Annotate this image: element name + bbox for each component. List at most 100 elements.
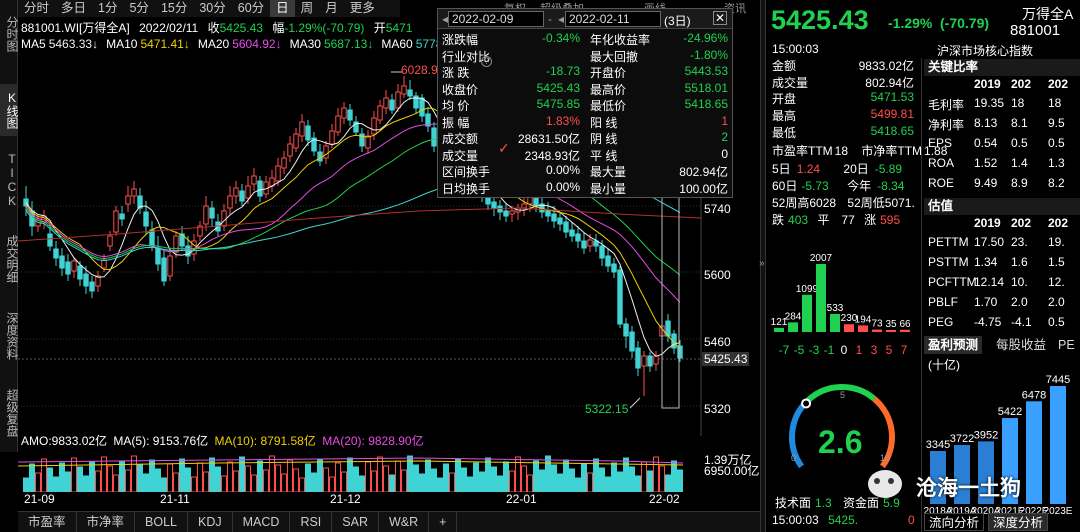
volume-bar (425, 459, 431, 492)
candle (161, 251, 167, 286)
period-5[interactable]: 30分 (199, 1, 226, 15)
period-6[interactable]: 60分 (237, 1, 265, 15)
ratiotable-year-0: 2019 (974, 77, 1001, 91)
tab-depth-analysis[interactable]: 深度分析 (988, 513, 1049, 531)
valtable-cell-4-1: -4.1 (1011, 315, 1032, 329)
forecast-bar-4 (1026, 401, 1042, 504)
bar-date: 2022/02/11 (139, 21, 199, 35)
period-10[interactable]: 更多 (349, 1, 375, 15)
dist-bar-5 (844, 324, 854, 332)
popup-label-3-a: 收盘价 (442, 82, 479, 97)
volume-bar (401, 469, 407, 492)
candle (413, 92, 419, 114)
volume-bar (155, 468, 161, 492)
candle (299, 114, 305, 142)
indicator-tab-2[interactable]: BOLL (135, 512, 188, 532)
candle (197, 221, 203, 241)
period-1[interactable]: 多日 (61, 1, 87, 15)
panel-splitter[interactable] (760, 0, 765, 532)
security-code: 881001.WI[万得全A] (21, 21, 130, 35)
ratiotable-label-0: 毛利率 (928, 98, 965, 112)
volume-bar (131, 455, 137, 492)
period-8[interactable]: 周 (300, 1, 314, 15)
ma-value-1: 5471.41↓ (140, 37, 190, 51)
volume-bar (623, 457, 629, 492)
to-date-dropdown-icon[interactable]: ◂ (558, 12, 565, 26)
volume-bar (473, 462, 479, 492)
vtab-trade-detail[interactable]: 成交明细 (5, 235, 19, 283)
dist-label-6: 194 (855, 314, 872, 325)
period-7[interactable]: 日 (270, 0, 295, 17)
candle (497, 200, 503, 220)
volume-bar (329, 476, 335, 492)
volume-bar (659, 465, 665, 492)
range-dash: - (548, 12, 552, 26)
volume-bar (263, 469, 269, 492)
indicator-tab-4[interactable]: MACD (233, 512, 291, 532)
tab-eps[interactable]: 每股收益 (996, 338, 1047, 352)
popup-value-8-a: 0.00% (545, 163, 580, 177)
vtab-kline[interactable]: K线图 (0, 84, 19, 136)
vtab-super-review[interactable]: 超级复盘 (5, 389, 19, 437)
from-date-input[interactable]: 2022-02-09 (448, 11, 544, 27)
vtab-tick[interactable]: TICK (5, 152, 19, 208)
indicator-tab-3[interactable]: KDJ (188, 512, 233, 532)
vol-ma10-line (18, 460, 683, 467)
volume-bar (305, 463, 311, 492)
vtab-timeshare[interactable]: 分时图 (5, 16, 19, 52)
vtab-depth-data[interactable]: 深度资料 (5, 312, 19, 360)
volume-bar (635, 475, 641, 492)
ratiotable-year-1: 202 (1011, 77, 1032, 91)
volume-bar (389, 474, 395, 492)
volume-bar (269, 455, 275, 492)
ratiotable-cell-4-1: 8.9 (1011, 176, 1028, 190)
volume-chart[interactable] (18, 450, 683, 492)
tech-value: 1.3 (815, 496, 832, 510)
valtable-cell-0-0: 17.50 (974, 235, 1005, 249)
popup-value-6-a: 28631.50亿 (517, 132, 580, 146)
popup-value-8-b: 802.94亿 (679, 165, 728, 179)
from-date-dropdown-icon[interactable]: ◂ (442, 12, 449, 26)
candle (581, 232, 587, 254)
kline-chart[interactable] (18, 36, 760, 436)
period-0[interactable]: 分时 (24, 1, 50, 15)
tab-earnings-forecast[interactable]: 盈利预测 (924, 336, 983, 354)
period-2[interactable]: 1分 (98, 1, 118, 15)
period-4[interactable]: 15分 (160, 1, 188, 15)
indicator-tab-7[interactable]: W&R (379, 512, 430, 532)
forecast-value-5: 7445 (1046, 374, 1070, 386)
help-icon[interactable]: ? (481, 56, 492, 67)
volume-bar (665, 474, 671, 492)
close-icon[interactable]: ✕ (713, 11, 727, 25)
volume-bar (641, 461, 647, 492)
period-3[interactable]: 5分 (129, 1, 149, 15)
splitter-arrow-icon[interactable]: » (759, 258, 765, 269)
dist-axis-4: 0 (841, 343, 848, 357)
vol-tick-mid: 6950.00亿 (704, 464, 760, 478)
volume-bar (419, 473, 425, 492)
d60-value: -5.73 (801, 179, 829, 193)
valtable-cell-0-2: 19. (1048, 235, 1065, 249)
volume-bar (107, 465, 113, 492)
popup-label-1-a: 行业对比 (442, 49, 491, 64)
indicator-tab-6[interactable]: SAR (332, 512, 379, 532)
tab-flow-analysis[interactable]: 流向分析 (924, 513, 985, 531)
dist-axis-0: -7 (779, 343, 790, 357)
valtable-year-0: 2019 (974, 216, 1001, 230)
candle (629, 326, 635, 358)
amo-ma20: MA(20): 9828.90亿 (322, 434, 424, 448)
indicator-tab-8[interactable]: + (429, 512, 458, 532)
candle (65, 254, 71, 281)
volume-bar (251, 474, 257, 492)
range-selection-box[interactable] (661, 195, 680, 409)
to-date-input[interactable]: 2022-02-11 (565, 11, 661, 27)
indicator-tab-5[interactable]: RSI (290, 512, 333, 532)
candle (233, 181, 239, 204)
indicator-tab-0[interactable]: 市盈率 (18, 512, 77, 532)
indicator-tab-1[interactable]: 市净率 (77, 512, 136, 532)
pe-value: 18 (834, 144, 849, 158)
period-9[interactable]: 月 (325, 1, 338, 15)
volume-bar (173, 472, 179, 492)
tab-pe[interactable]: PE (1058, 338, 1075, 352)
volume-bar (449, 472, 455, 492)
